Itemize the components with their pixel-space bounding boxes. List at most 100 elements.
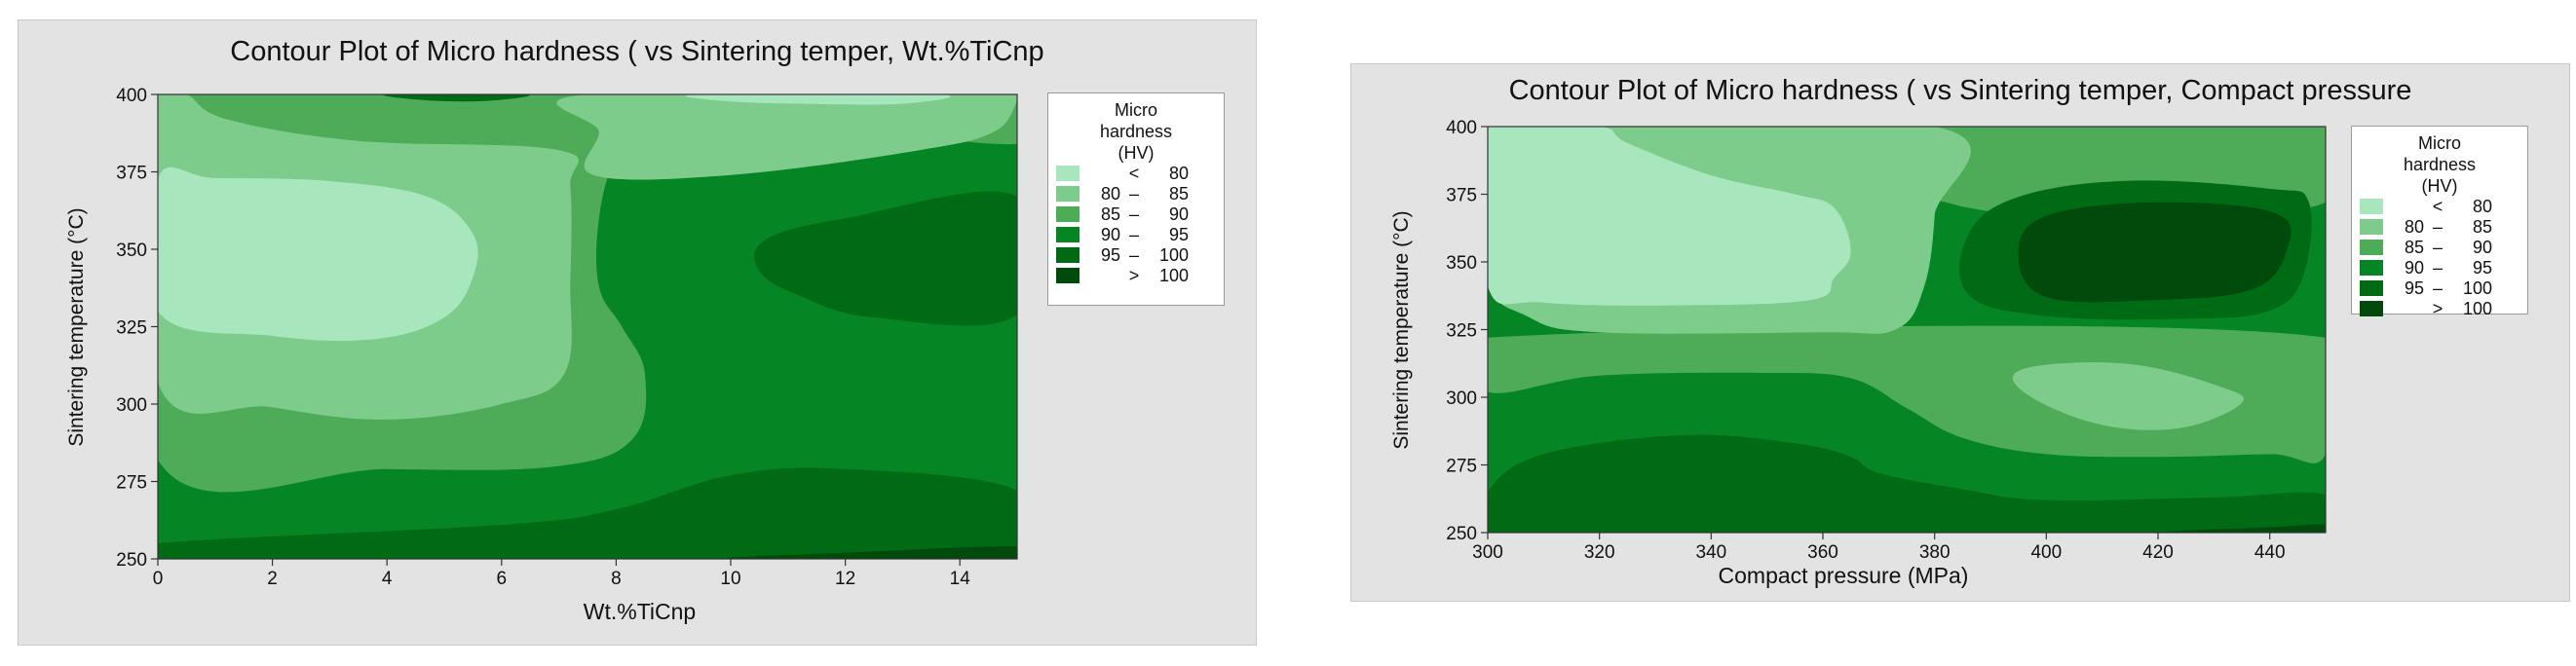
legend-range-high: 90 [2472, 238, 2492, 257]
legend-range-high: 80 [2472, 197, 2492, 216]
legend-item: 80– 85 [2352, 217, 2527, 238]
contour-region-level-4 [383, 94, 530, 102]
y-tick-label: 275 [116, 473, 147, 494]
y-tick-label: 375 [116, 164, 147, 184]
legend-range-operator: > [2432, 299, 2443, 318]
legend-range-high: 95 [1168, 225, 1189, 244]
legend-swatch [2360, 280, 2383, 296]
y-tick-label: 350 [1446, 253, 1477, 274]
legend-swatch [1056, 166, 1080, 181]
legend-item: 85– 90 [1048, 204, 1224, 225]
x-tick-label: 440 [2254, 542, 2286, 563]
x-tick-label: 6 [497, 569, 508, 589]
legend-range-low: 85 [2404, 238, 2424, 257]
legend-swatch [2360, 199, 2383, 214]
legend-title-line: (HV) [2421, 176, 2458, 196]
legend-range-low: 95 [2404, 278, 2424, 298]
contour-plot-area: 300 320 340 360 380 400 420 440 250 275 300 325 350 3… [1446, 118, 2327, 563]
x-tick-label: 300 [1472, 542, 1503, 563]
legend-title-line: hardness [2403, 155, 2477, 174]
y-tick-label: 400 [116, 86, 147, 106]
legend-swatch [2360, 219, 2383, 235]
legend-range-high: 100 [1158, 266, 1189, 285]
contour-plot-area: 0 2 4 6 8 10 12 14 250 275 300 325 350 375 400 [116, 86, 1018, 589]
contour-region-level-5 [724, 546, 1017, 559]
legend-item: 85– 90 [2352, 238, 2527, 258]
x-tick-label: 2 [267, 569, 278, 589]
legend-range-high: 95 [2472, 258, 2492, 278]
legend-range-operator: – [1128, 245, 1139, 265]
legend-range-operator: < [1128, 164, 1140, 183]
legend-title-line: hardness [1099, 122, 1173, 141]
legend-swatch [1056, 268, 1080, 283]
legend-range-operator: – [1128, 204, 1139, 224]
contour-panel-right: Contour Plot of Micro hardness ( vs Sint… [1350, 63, 2570, 602]
legend-range-operator: > [1128, 266, 1140, 285]
x-axis-label: Compact pressure (MPa) [1718, 563, 1969, 588]
contour-regions [158, 94, 1017, 559]
x-tick-label: 14 [950, 569, 971, 589]
x-tick-label: 380 [1919, 542, 1951, 563]
legend-range-low: 90 [1100, 225, 1120, 244]
x-tick-label: 320 [1584, 542, 1615, 563]
x-tick-label: 10 [720, 569, 740, 589]
contour-region-level-2 [1488, 325, 2326, 463]
y-tick-label: 300 [1446, 388, 1477, 409]
legend-item: <80 [1048, 164, 1224, 184]
chart-title: Contour Plot of Micro hardness ( vs Sint… [1508, 75, 2412, 106]
legend-range-operator: – [1128, 225, 1139, 244]
contour-region-level-1 [556, 94, 1017, 180]
legend-title-line: Micro [1115, 100, 1157, 120]
contour-region-level-0 [158, 166, 478, 342]
legend-range-low: 85 [1100, 204, 1120, 224]
chart-title: Contour Plot of Micro hardness ( vs Sint… [230, 36, 1044, 67]
legend-range-high: 100 [2462, 299, 2492, 318]
contour-region-level-4 [1488, 434, 2326, 533]
x-tick-label: 0 [153, 569, 164, 589]
contour-region-level-5 [2018, 202, 2292, 303]
y-axis-label: Sintering temperature (°C) [65, 207, 88, 447]
y-tick-label: 300 [116, 395, 147, 416]
contour-region-level-0 [1488, 127, 1851, 306]
legend-title: Micro hardness (HV) [2352, 127, 2527, 197]
x-tick-label: 340 [1695, 542, 1726, 563]
legend-range-high: 80 [1168, 164, 1189, 183]
legend-item: 95–100 [1048, 245, 1224, 266]
y-tick-label: 250 [116, 550, 147, 571]
contour-region-level-5 [2157, 524, 2326, 533]
legend-range-high: 85 [2472, 217, 2492, 237]
legend: Micro hardness (HV) <80 80–85 85–90 90–95 95–10… [2351, 126, 2528, 318]
legend-range-low: 80 [1100, 184, 1120, 204]
x-tick-label: 420 [2142, 542, 2174, 563]
legend-title-line: Micro [2418, 133, 2461, 153]
legend-item: 90– 95 [1048, 225, 1224, 245]
legend-range-low: 90 [2404, 258, 2424, 278]
legend-item: 80– 85 [1048, 184, 1224, 204]
legend-swatch [1056, 227, 1080, 242]
y-axis-label: Sintering temperature (°C) [1390, 210, 1413, 450]
legend-item: <80 [2352, 197, 2527, 217]
legend-swatch [1056, 186, 1080, 202]
x-tick-label: 400 [2030, 542, 2062, 563]
legend-range-operator: – [2432, 278, 2443, 298]
legend-range-low: 95 [1100, 245, 1120, 265]
legend-range-high: 100 [1158, 245, 1189, 265]
legend-range-high: 90 [1168, 204, 1189, 224]
legend-swatch [2360, 260, 2383, 276]
legend-swatch [2360, 240, 2383, 255]
contour-panel-left: Contour Plot of Micro hardness ( vs Sint… [18, 19, 1257, 646]
y-tick-label: 375 [1446, 186, 1477, 206]
legend-swatch [2360, 301, 2383, 316]
y-tick-label: 400 [1446, 118, 1477, 138]
legend-range-high: 85 [1168, 184, 1189, 204]
y-tick-label: 350 [116, 240, 147, 261]
y-tick-label: 275 [1446, 457, 1477, 477]
legend-range-high: 100 [2462, 278, 2492, 298]
legend-item: >100 [2352, 299, 2527, 319]
x-tick-label: 12 [835, 569, 855, 589]
legend-title-line: (HV) [1118, 143, 1155, 163]
y-tick-label: 325 [116, 318, 147, 339]
legend: Micro hardness (HV) <80 80–85 85–90 90–95 95–10… [1047, 92, 1225, 306]
legend-range-operator: < [2432, 197, 2443, 216]
legend-swatch [1056, 247, 1080, 263]
